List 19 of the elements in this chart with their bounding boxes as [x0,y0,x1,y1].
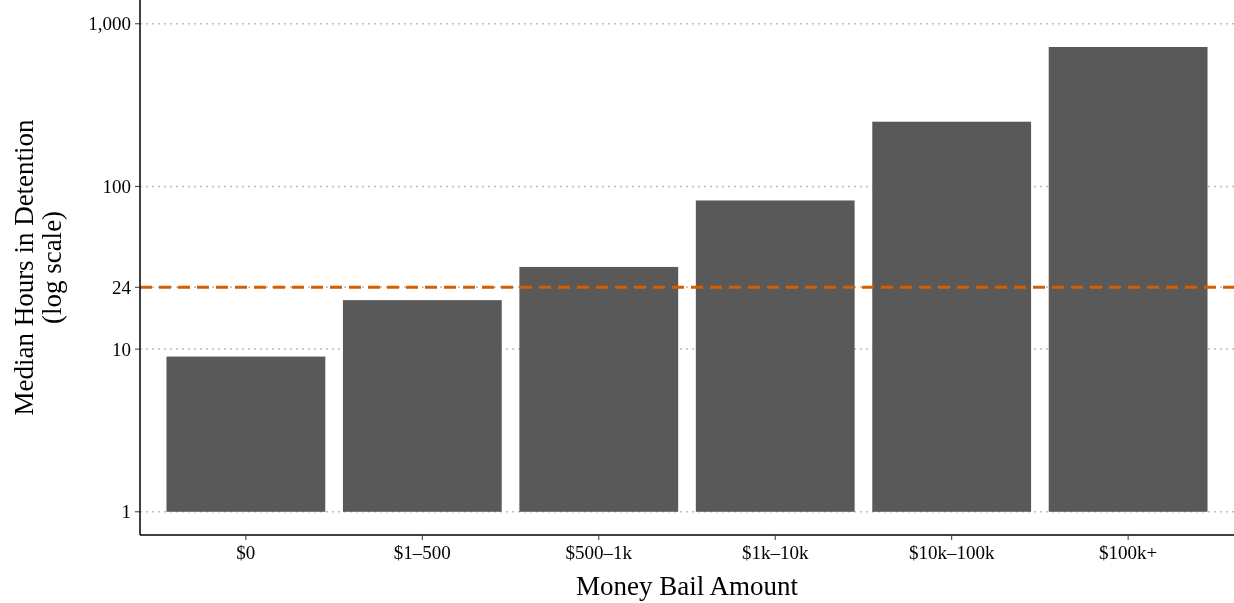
x-tick-label: $500–1k [565,542,633,563]
bar [872,121,1032,512]
x-axis-title: Money Bail Amount [576,571,799,601]
bar [1048,46,1208,512]
y-tick-label: 10 [112,338,131,360]
bar [166,356,326,512]
x-tick-label: $0 [236,542,256,563]
bar [342,300,502,512]
y-axis-title: Median Hours in Detention (log scale) [9,118,68,416]
y-tick-label: 24 [112,276,132,298]
y-tick-label: 1,000 [88,13,131,35]
bar [519,266,679,512]
x-tick-label: $1–500 [393,542,451,563]
x-tick-label: $10k–100k [908,542,995,563]
y-tick-label: 100 [102,176,131,198]
x-tick-label: $100k+ [1099,542,1158,563]
y-tick-label: 1 [121,501,131,523]
x-tick-label: $1k–10k [741,542,809,563]
bar [695,200,855,512]
